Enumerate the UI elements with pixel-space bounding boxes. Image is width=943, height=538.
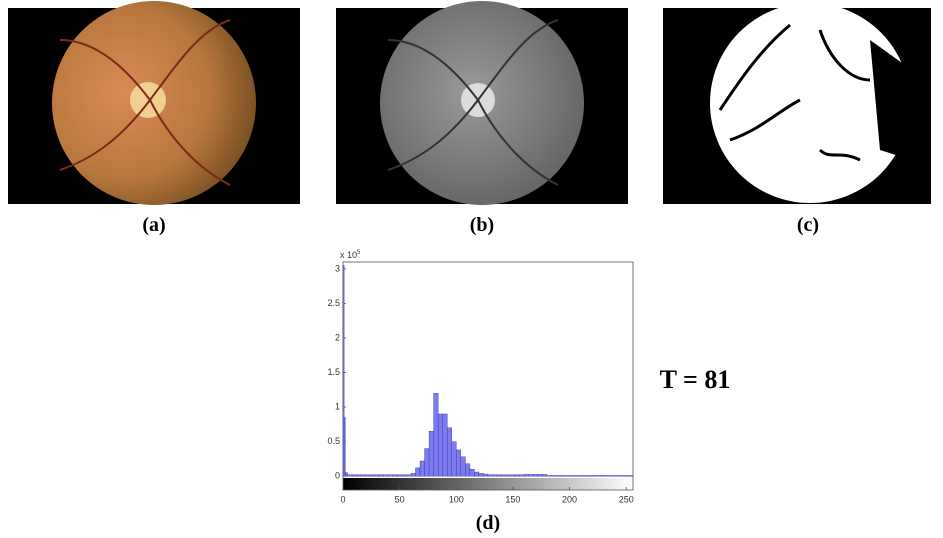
- bar: [406, 475, 411, 476]
- bar: [397, 475, 402, 476]
- image-c: [663, 3, 931, 204]
- bar: [357, 475, 362, 476]
- bar: [429, 431, 434, 476]
- bar: [565, 475, 570, 476]
- bar: [465, 464, 470, 476]
- bar: [574, 475, 579, 476]
- bar: [344, 417, 345, 476]
- bar: [411, 473, 416, 476]
- panel-label: (c): [797, 214, 819, 236]
- bar: [533, 474, 538, 476]
- bar: [474, 472, 479, 476]
- bar: [547, 475, 552, 476]
- plot-frame: [343, 262, 633, 490]
- bar: [524, 474, 529, 476]
- bar: [345, 473, 347, 476]
- bar: [366, 475, 371, 476]
- bar: [348, 475, 353, 476]
- bar: [542, 474, 547, 476]
- bar: [538, 474, 543, 476]
- bar: [461, 457, 466, 476]
- bar: [502, 475, 507, 476]
- bar: [493, 475, 498, 476]
- bar: [420, 461, 425, 476]
- y-scale-base: x 105: [340, 250, 361, 261]
- bar: [597, 475, 602, 476]
- x-tick-label: 200: [562, 494, 577, 504]
- panel-label: (a): [142, 214, 165, 236]
- panel-label: (b): [470, 214, 494, 236]
- bar: [375, 475, 380, 476]
- x-tick-label: 250: [619, 494, 634, 504]
- x-tick-label: 100: [449, 494, 464, 504]
- bar: [488, 475, 493, 476]
- bar: [443, 414, 448, 476]
- bar: [606, 475, 611, 476]
- bar: [402, 475, 407, 476]
- bar: [506, 475, 511, 476]
- bar: [628, 475, 633, 476]
- bar: [551, 475, 556, 476]
- bar: [447, 428, 452, 476]
- x-tick-label: 150: [505, 494, 520, 504]
- panel-label: (d): [476, 512, 500, 534]
- y-tick-label: 3: [335, 263, 340, 273]
- colorbar: [343, 478, 633, 490]
- bar: [370, 475, 375, 476]
- bar: [588, 475, 593, 476]
- bar: [579, 475, 584, 476]
- bar: [384, 475, 389, 476]
- bar: [425, 449, 430, 477]
- bar: [483, 474, 488, 476]
- bar: [456, 450, 461, 476]
- bar: [379, 475, 384, 476]
- bar: [601, 475, 606, 476]
- bar: [583, 475, 588, 476]
- y-tick-label: 2.5: [327, 298, 340, 308]
- bar: [438, 414, 443, 476]
- bar: [529, 474, 534, 476]
- bar: [561, 475, 566, 476]
- bar: [610, 475, 615, 476]
- y-tick-label: 1: [335, 401, 340, 411]
- bar: [497, 475, 502, 476]
- bar: [556, 475, 561, 476]
- bar: [592, 475, 597, 476]
- bar: [470, 469, 475, 476]
- bar: [624, 475, 629, 476]
- bar: [520, 475, 525, 476]
- y-tick-label: 0: [335, 471, 340, 481]
- threshold-annotation: T = 81: [660, 365, 731, 394]
- y-scale-exponent: 5: [357, 250, 361, 256]
- bar: [434, 393, 439, 476]
- x-tick-label: 0: [340, 494, 345, 504]
- x-tick-label: 50: [395, 494, 405, 504]
- bar: [416, 468, 421, 476]
- bar: [388, 475, 393, 476]
- bar: [515, 475, 520, 476]
- figure: (a) (b) (c) (d) T = 81 x 105 0 0.5 1 1.5 2 2.…: [0, 0, 943, 538]
- bar: [619, 475, 624, 476]
- bar: [361, 475, 366, 476]
- bar: [352, 475, 357, 476]
- bar: [479, 473, 484, 476]
- y-tick-label: 1.5: [327, 367, 340, 377]
- bar: [615, 475, 620, 476]
- bar: [511, 475, 516, 476]
- y-tick-label: 2: [335, 332, 340, 342]
- image-a: [8, 1, 300, 205]
- bar: [570, 475, 575, 476]
- bar: [393, 475, 398, 476]
- image-b: [336, 1, 628, 205]
- y-tick-label: 0.5: [327, 436, 340, 446]
- bar: [452, 442, 457, 477]
